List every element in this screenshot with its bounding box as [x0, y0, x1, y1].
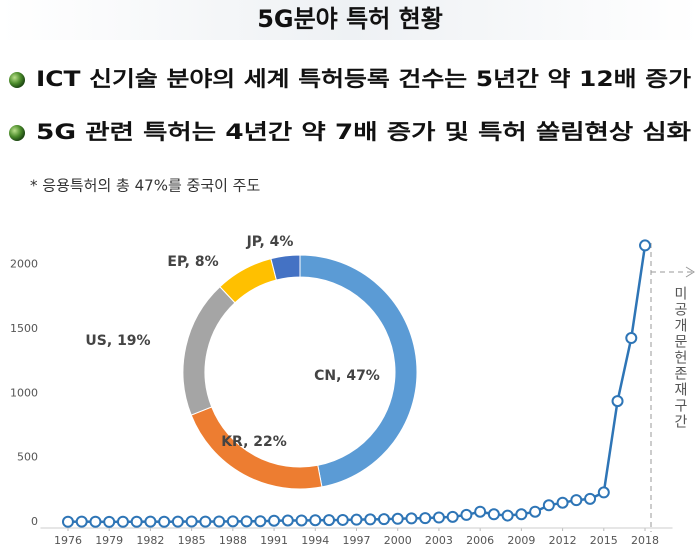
segment-label: US, 19%	[85, 333, 150, 349]
point	[405, 512, 418, 525]
point	[487, 508, 500, 521]
point	[213, 515, 226, 528]
segment-label: JP, 4%	[246, 234, 294, 250]
x-tick-label: 1976	[54, 534, 82, 547]
x-tick-label: 1982	[136, 534, 164, 547]
point	[432, 511, 445, 524]
point	[611, 395, 624, 408]
point	[336, 513, 349, 526]
point	[556, 496, 569, 509]
x-tick-label: 1997	[343, 534, 371, 547]
point	[89, 515, 102, 528]
point	[254, 515, 267, 528]
bullet: 5G 관련 특허는 4년간 약 7배 증가 및 특허 쏠림현상 심화	[36, 120, 692, 144]
segment-label: CN, 47%	[314, 368, 380, 384]
x-tick-label: 2009	[507, 534, 535, 547]
point	[474, 505, 487, 518]
point	[584, 492, 597, 505]
point	[226, 515, 239, 528]
point	[61, 515, 74, 528]
x-tick-label: 2018	[631, 534, 659, 547]
point	[309, 514, 322, 527]
y-tick-label: 500	[17, 451, 38, 464]
point	[144, 515, 157, 528]
point	[103, 515, 116, 528]
arrow-head	[685, 266, 695, 278]
donut-segment	[270, 254, 301, 281]
point	[419, 512, 432, 525]
point	[625, 332, 638, 345]
donut-segment	[182, 286, 236, 416]
point	[542, 499, 555, 512]
bullet-icon	[9, 125, 25, 141]
point	[501, 509, 514, 522]
point	[529, 505, 542, 518]
point	[185, 515, 198, 528]
annotation: 미공개문헌존재구간	[672, 286, 688, 430]
point	[515, 508, 528, 521]
x-tick-label: 1985	[178, 534, 206, 547]
x-tick-label: 2006	[466, 534, 494, 547]
segment-label: EP, 8%	[167, 254, 218, 270]
donut-segment	[219, 258, 277, 304]
point	[130, 515, 143, 528]
point	[446, 510, 459, 523]
point	[75, 515, 88, 528]
point	[377, 513, 390, 526]
point	[639, 239, 652, 252]
bullet-icon	[9, 72, 25, 88]
x-tick-label: 2000	[384, 534, 412, 547]
y-tick-label: 2000	[10, 258, 38, 271]
point	[460, 508, 473, 521]
x-tick-label: 1994	[301, 534, 329, 547]
x-tick-label: 1991	[260, 534, 288, 547]
note: * 응용특허의 총 47%를 중국이 주도	[30, 177, 260, 195]
y-tick-label: 1000	[10, 386, 38, 399]
x-tick-label: 1988	[219, 534, 247, 547]
y-tick-label: 1500	[10, 322, 38, 335]
segment-label: KR, 22%	[221, 434, 287, 450]
point	[268, 514, 281, 527]
y-tick-label: 0	[31, 515, 38, 528]
title-band	[0, 0, 700, 40]
point	[323, 514, 336, 527]
point	[391, 512, 404, 525]
point	[350, 513, 363, 526]
x-tick-label: 2015	[590, 534, 618, 547]
point	[570, 494, 583, 507]
x-tick-label: 2012	[549, 534, 577, 547]
point	[281, 514, 294, 527]
point	[295, 514, 308, 527]
point	[240, 515, 253, 528]
point	[597, 486, 610, 499]
point	[116, 515, 129, 528]
point	[171, 515, 184, 528]
point	[199, 515, 212, 528]
point	[158, 515, 171, 528]
title: 5G분야 특허 현황	[257, 5, 443, 33]
bullet: ICT 신기술 분야의 세계 특허등록 건수는 5년간 약 12배 증가	[36, 67, 692, 91]
x-tick-label: 2003	[425, 534, 453, 547]
point	[364, 513, 377, 526]
x-tick-label: 1979	[95, 534, 123, 547]
